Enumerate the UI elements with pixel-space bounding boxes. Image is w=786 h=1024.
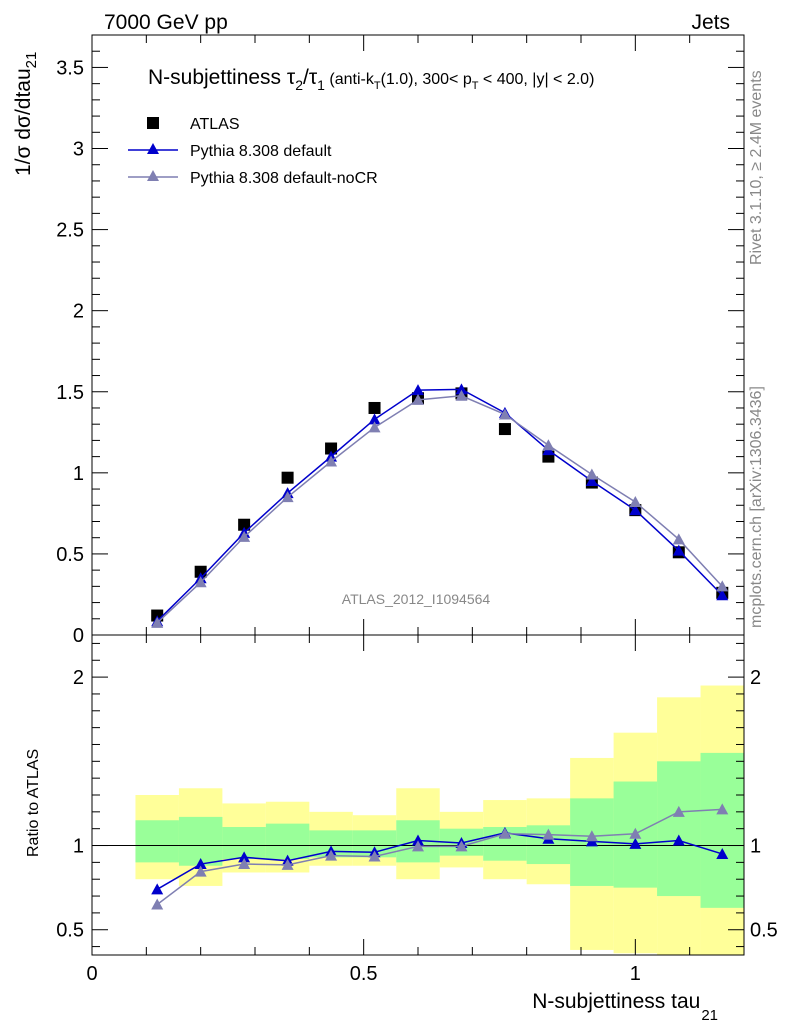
main-y-tick-label: 2.5	[56, 220, 84, 242]
ratio-series-point-1	[716, 803, 729, 815]
ratio-series-layer	[151, 803, 729, 910]
main-y-tick-label: 0.5	[56, 544, 84, 566]
ratio-series-point-0	[151, 883, 164, 895]
main-series-point-2	[151, 616, 164, 628]
main-y-tick-label: 3.5	[56, 57, 84, 79]
main-series-point-1	[672, 544, 685, 556]
main-series-point-1	[716, 589, 729, 601]
main-series-point-1	[368, 413, 381, 425]
ratio-stat-band	[178, 816, 223, 866]
main-series-point-2	[455, 389, 468, 401]
main-series-point-2	[585, 468, 598, 480]
x-tick-label: 0	[86, 963, 97, 985]
ratio-y-tick-label-right: 2	[750, 667, 761, 689]
main-series-line-1	[156, 388, 723, 622]
ratio-series-point-1	[542, 828, 555, 840]
rivet-version-label: Rivet 3.1.10, ≥ 2.4M events	[748, 70, 765, 265]
ratio-series-point-0	[412, 834, 424, 846]
legend-marker-nocr	[147, 170, 159, 181]
ratio-series-point-1	[629, 827, 642, 839]
ratio-series-point-1	[455, 840, 468, 852]
ratio-uncertainty-bands	[135, 685, 744, 955]
atlas-data-point	[238, 518, 251, 531]
ratio-stat-band	[657, 761, 701, 897]
main-y-axis-label: 1/σ dσ/dtau21	[12, 52, 40, 176]
ratio-series-point-1	[368, 850, 381, 862]
main-series-layer	[151, 383, 729, 628]
atlas-data-point	[498, 423, 511, 436]
main-series-point-2	[716, 580, 729, 592]
main-series-point-1	[412, 384, 424, 396]
atlas-data-point	[368, 401, 381, 414]
ratio-series-point-0	[194, 858, 207, 870]
main-series-point-2	[542, 439, 555, 451]
main-y-tick-label: 1	[73, 463, 84, 485]
ratio-series-point-1	[151, 898, 164, 910]
legend-label-nocr: Pythia 8.308 default-noCR	[190, 170, 378, 187]
main-series-point-2	[412, 393, 424, 405]
ratio-series-point-1	[325, 849, 338, 861]
ratio-series-line-1	[156, 808, 723, 906]
mcplots-label: mcplots.cern.ch [arXiv:1306.3436]	[748, 386, 765, 628]
energy-label: 7000 GeV pp	[104, 11, 228, 34]
plot-title: N-subjettiness τ2/τ1 (anti-kT(1.0), 300<…	[148, 66, 594, 93]
main-y-tick-label: 3	[73, 139, 84, 161]
ratio-series-point-1	[194, 865, 207, 877]
ratio-series-point-1	[238, 858, 251, 870]
legend-label-atlas: ATLAS	[190, 116, 240, 133]
x-tick-label: 0.5	[350, 963, 378, 985]
atlas-data-point	[325, 442, 338, 455]
main-series-point-2	[194, 576, 207, 588]
process-label: Jets	[691, 11, 730, 34]
ratio-y-axis-label: Ratio to ATLAS	[25, 749, 42, 857]
analysis-label: ATLAS_2012_I1094564	[342, 591, 491, 607]
main-series-point-2	[325, 455, 338, 467]
legend-marker-default	[147, 143, 159, 154]
ratio-series-line-0	[156, 832, 723, 890]
main-series-point-2	[498, 408, 511, 420]
main-series-point-2	[672, 533, 685, 545]
main-series-point-2	[281, 491, 294, 503]
legend-marker-atlas	[147, 117, 159, 129]
main-y-tick-label: 2	[73, 301, 84, 323]
ratio-series-point-1	[281, 858, 294, 870]
ratio-series-point-0	[238, 851, 251, 863]
main-series-point-1	[629, 504, 642, 516]
x-tick-label: 1	[630, 963, 641, 985]
ratio-y-tick-label: 2	[73, 667, 84, 689]
main-series-point-1	[585, 474, 598, 486]
ratio-stat-band	[265, 823, 310, 859]
ratio-series-point-1	[498, 827, 511, 839]
ratio-series-point-0	[672, 834, 685, 846]
ratio-y-tick-label-right: 1	[750, 836, 761, 858]
main-plot-frame: 0 0.5 1 1.5 2 2.5 3 3.5	[56, 34, 745, 955]
atlas-data-point	[281, 471, 294, 484]
ratio-series-point-0	[629, 837, 642, 849]
main-y-tick-label: 0	[73, 625, 84, 647]
legend-label-default: Pythia 8.308 default	[190, 143, 332, 160]
main-series-line-2	[156, 395, 723, 624]
ratio-stat-band	[135, 820, 179, 863]
main-series-point-2	[238, 530, 251, 542]
ratio-series-point-1	[412, 840, 424, 852]
main-series-point-1	[455, 383, 468, 395]
ratio-y-tick-label: 0.5	[56, 920, 84, 942]
legend: ATLAS Pythia 8.308 default Pythia 8.308 …	[128, 116, 378, 187]
ratio-y-tick-label-right: 0.5	[750, 920, 778, 942]
x-axis-label: N-subjettiness tau21	[532, 990, 718, 1024]
main-series-point-2	[629, 496, 642, 508]
ratio-series-point-1	[585, 830, 598, 842]
ratio-series-point-1	[672, 805, 685, 817]
ratio-series-point-0	[716, 847, 729, 859]
ratio-stat-band	[700, 752, 744, 908]
ratio-y-tick-label: 1	[73, 836, 84, 858]
main-series-point-2	[368, 421, 381, 433]
main-y-tick-label: 1.5	[56, 382, 84, 404]
